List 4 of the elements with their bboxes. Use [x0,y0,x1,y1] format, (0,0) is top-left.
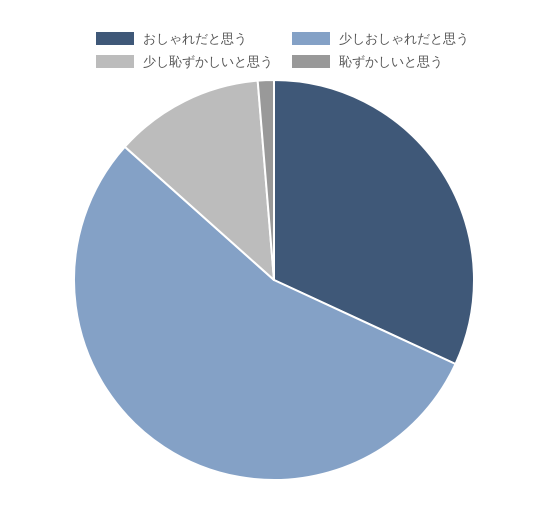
legend-label: 少しおしゃれだと思う [339,32,469,47]
legend-label: 恥ずかしいと思う [339,55,443,70]
legend-label: 少し恥ずかしいと思う [143,55,273,70]
legend-label: おしゃれだと思う [143,32,247,47]
